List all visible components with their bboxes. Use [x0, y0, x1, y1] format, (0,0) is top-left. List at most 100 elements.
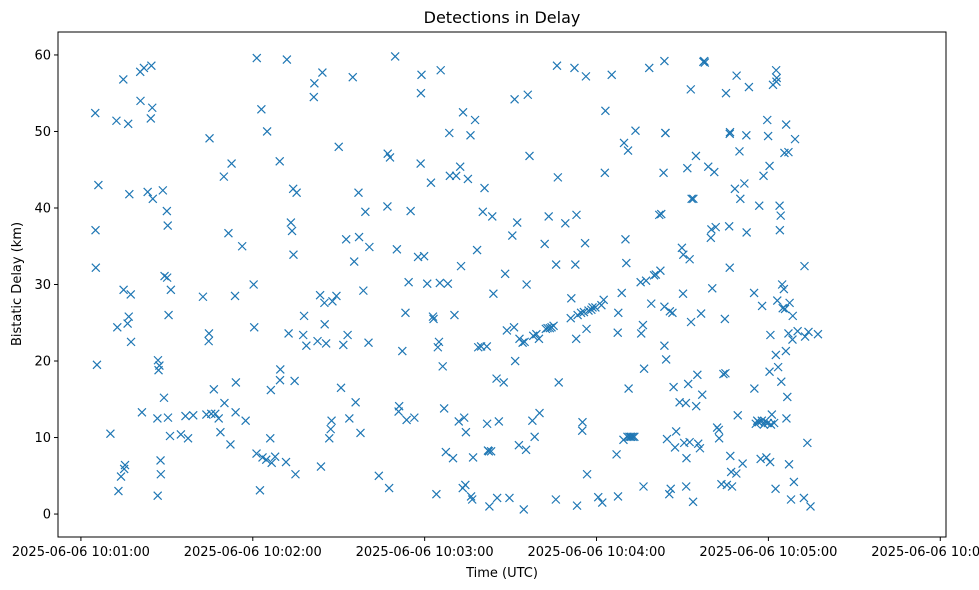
data-point [338, 340, 348, 350]
data-point [112, 322, 122, 332]
data-point [514, 440, 524, 450]
data-point [700, 58, 710, 68]
data-point [214, 413, 224, 423]
data-point [463, 174, 473, 184]
data-point [385, 153, 395, 162]
y-axis: 0 10 20 30 40 50 60 [34, 48, 58, 523]
data-point [777, 280, 787, 289]
data-point [685, 254, 695, 264]
data-point [292, 188, 302, 198]
data-point [384, 483, 394, 493]
data-point [577, 426, 587, 436]
data-point [358, 286, 368, 296]
data-point [433, 342, 443, 352]
data-point [596, 300, 606, 310]
data-point [209, 384, 219, 394]
data-point [159, 393, 169, 403]
data-point [693, 439, 703, 449]
data-point [727, 482, 737, 491]
data-point [739, 179, 749, 188]
data-point [488, 289, 498, 299]
series-points [90, 52, 823, 514]
data-point [224, 228, 233, 238]
data-point [265, 433, 275, 443]
data-point [638, 320, 648, 330]
data-point [422, 279, 432, 289]
data-point [519, 505, 529, 514]
data-point [327, 416, 336, 426]
data-point [691, 151, 701, 161]
data-point [382, 202, 392, 211]
data-point [392, 244, 402, 254]
data-point [725, 127, 735, 137]
data-point [492, 493, 502, 503]
data-point [669, 382, 679, 392]
data-point [451, 171, 461, 181]
data-point [670, 443, 680, 452]
data-point [123, 319, 133, 328]
data-point [460, 480, 470, 490]
data-point [348, 72, 358, 82]
data-point [162, 206, 172, 216]
data-point [148, 194, 158, 204]
data-point [535, 408, 544, 418]
data-point [554, 378, 564, 387]
data-point [428, 312, 438, 322]
data-point [478, 207, 488, 217]
data-point [646, 299, 656, 309]
data-point [659, 302, 669, 312]
data-point [688, 194, 698, 204]
data-point [788, 335, 797, 345]
data-point [661, 128, 670, 138]
data-point [785, 298, 795, 308]
data-point [612, 449, 622, 459]
data-point [629, 432, 639, 442]
data-point [364, 242, 374, 252]
data-point [241, 416, 251, 426]
data-point [735, 194, 745, 204]
data-point [143, 187, 153, 197]
data-point [459, 413, 469, 423]
data-point [730, 184, 740, 194]
data-point [621, 258, 631, 268]
data-point [790, 134, 800, 144]
data-point [738, 459, 748, 468]
data-point [231, 378, 241, 387]
data-point [683, 379, 693, 389]
data-point [327, 296, 337, 306]
y-tick-label: 30 [34, 278, 51, 293]
data-point [590, 303, 600, 312]
data-point [473, 342, 483, 352]
data-point [671, 426, 681, 436]
data-point [118, 75, 128, 84]
data-point [394, 401, 404, 411]
data-point [686, 84, 696, 94]
data-point [759, 171, 768, 181]
data-point [697, 390, 707, 400]
data-point [482, 342, 492, 351]
data-point [687, 194, 697, 204]
data-point [520, 337, 530, 347]
data-point [661, 355, 671, 364]
data-point [426, 178, 436, 188]
data-point [219, 172, 229, 182]
data-point [678, 250, 688, 260]
data-point [527, 416, 537, 426]
data-point [636, 277, 646, 287]
data-point [686, 317, 696, 327]
data-point [448, 453, 458, 463]
data-point [659, 341, 669, 351]
data-point [417, 70, 426, 80]
data-point [319, 298, 329, 308]
data-point [443, 279, 453, 289]
data-point [156, 456, 165, 465]
data-point [649, 270, 659, 280]
data-point [153, 355, 163, 365]
data-point [139, 63, 149, 73]
data-point [309, 78, 319, 88]
data-point [390, 52, 400, 61]
data-point [210, 409, 220, 419]
data-point [521, 445, 531, 455]
data-point [461, 427, 471, 437]
data-point [326, 424, 336, 434]
